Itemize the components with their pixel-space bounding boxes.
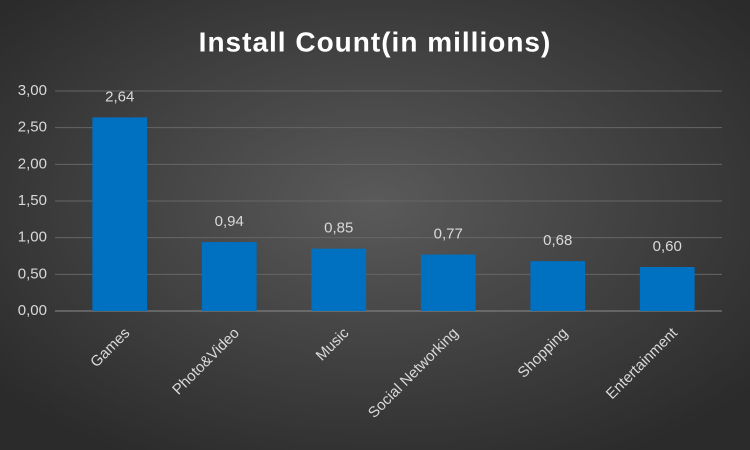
bar [420,254,476,311]
y-tick-label: 2,00 [18,155,47,172]
bar [311,248,367,311]
bar [639,267,695,311]
bar [201,242,257,311]
value-label: 0,68 [543,232,572,249]
bar [92,117,148,312]
bar [530,261,586,311]
y-tick-label: 1,00 [18,229,47,246]
y-tick-label: 3,00 [18,82,47,99]
value-label: 0,85 [324,220,353,237]
value-label: 0,60 [653,238,682,255]
value-label: 0,94 [215,213,244,230]
chart-title: Install Count(in millions) [199,26,552,57]
value-label: 0,77 [434,226,463,243]
y-tick-label: 1,50 [18,192,47,209]
y-tick-label: 2,50 [18,119,47,136]
y-tick-label: 0,00 [18,302,47,319]
y-tick-label: 0,50 [18,265,47,282]
value-label: 2,64 [105,88,134,105]
